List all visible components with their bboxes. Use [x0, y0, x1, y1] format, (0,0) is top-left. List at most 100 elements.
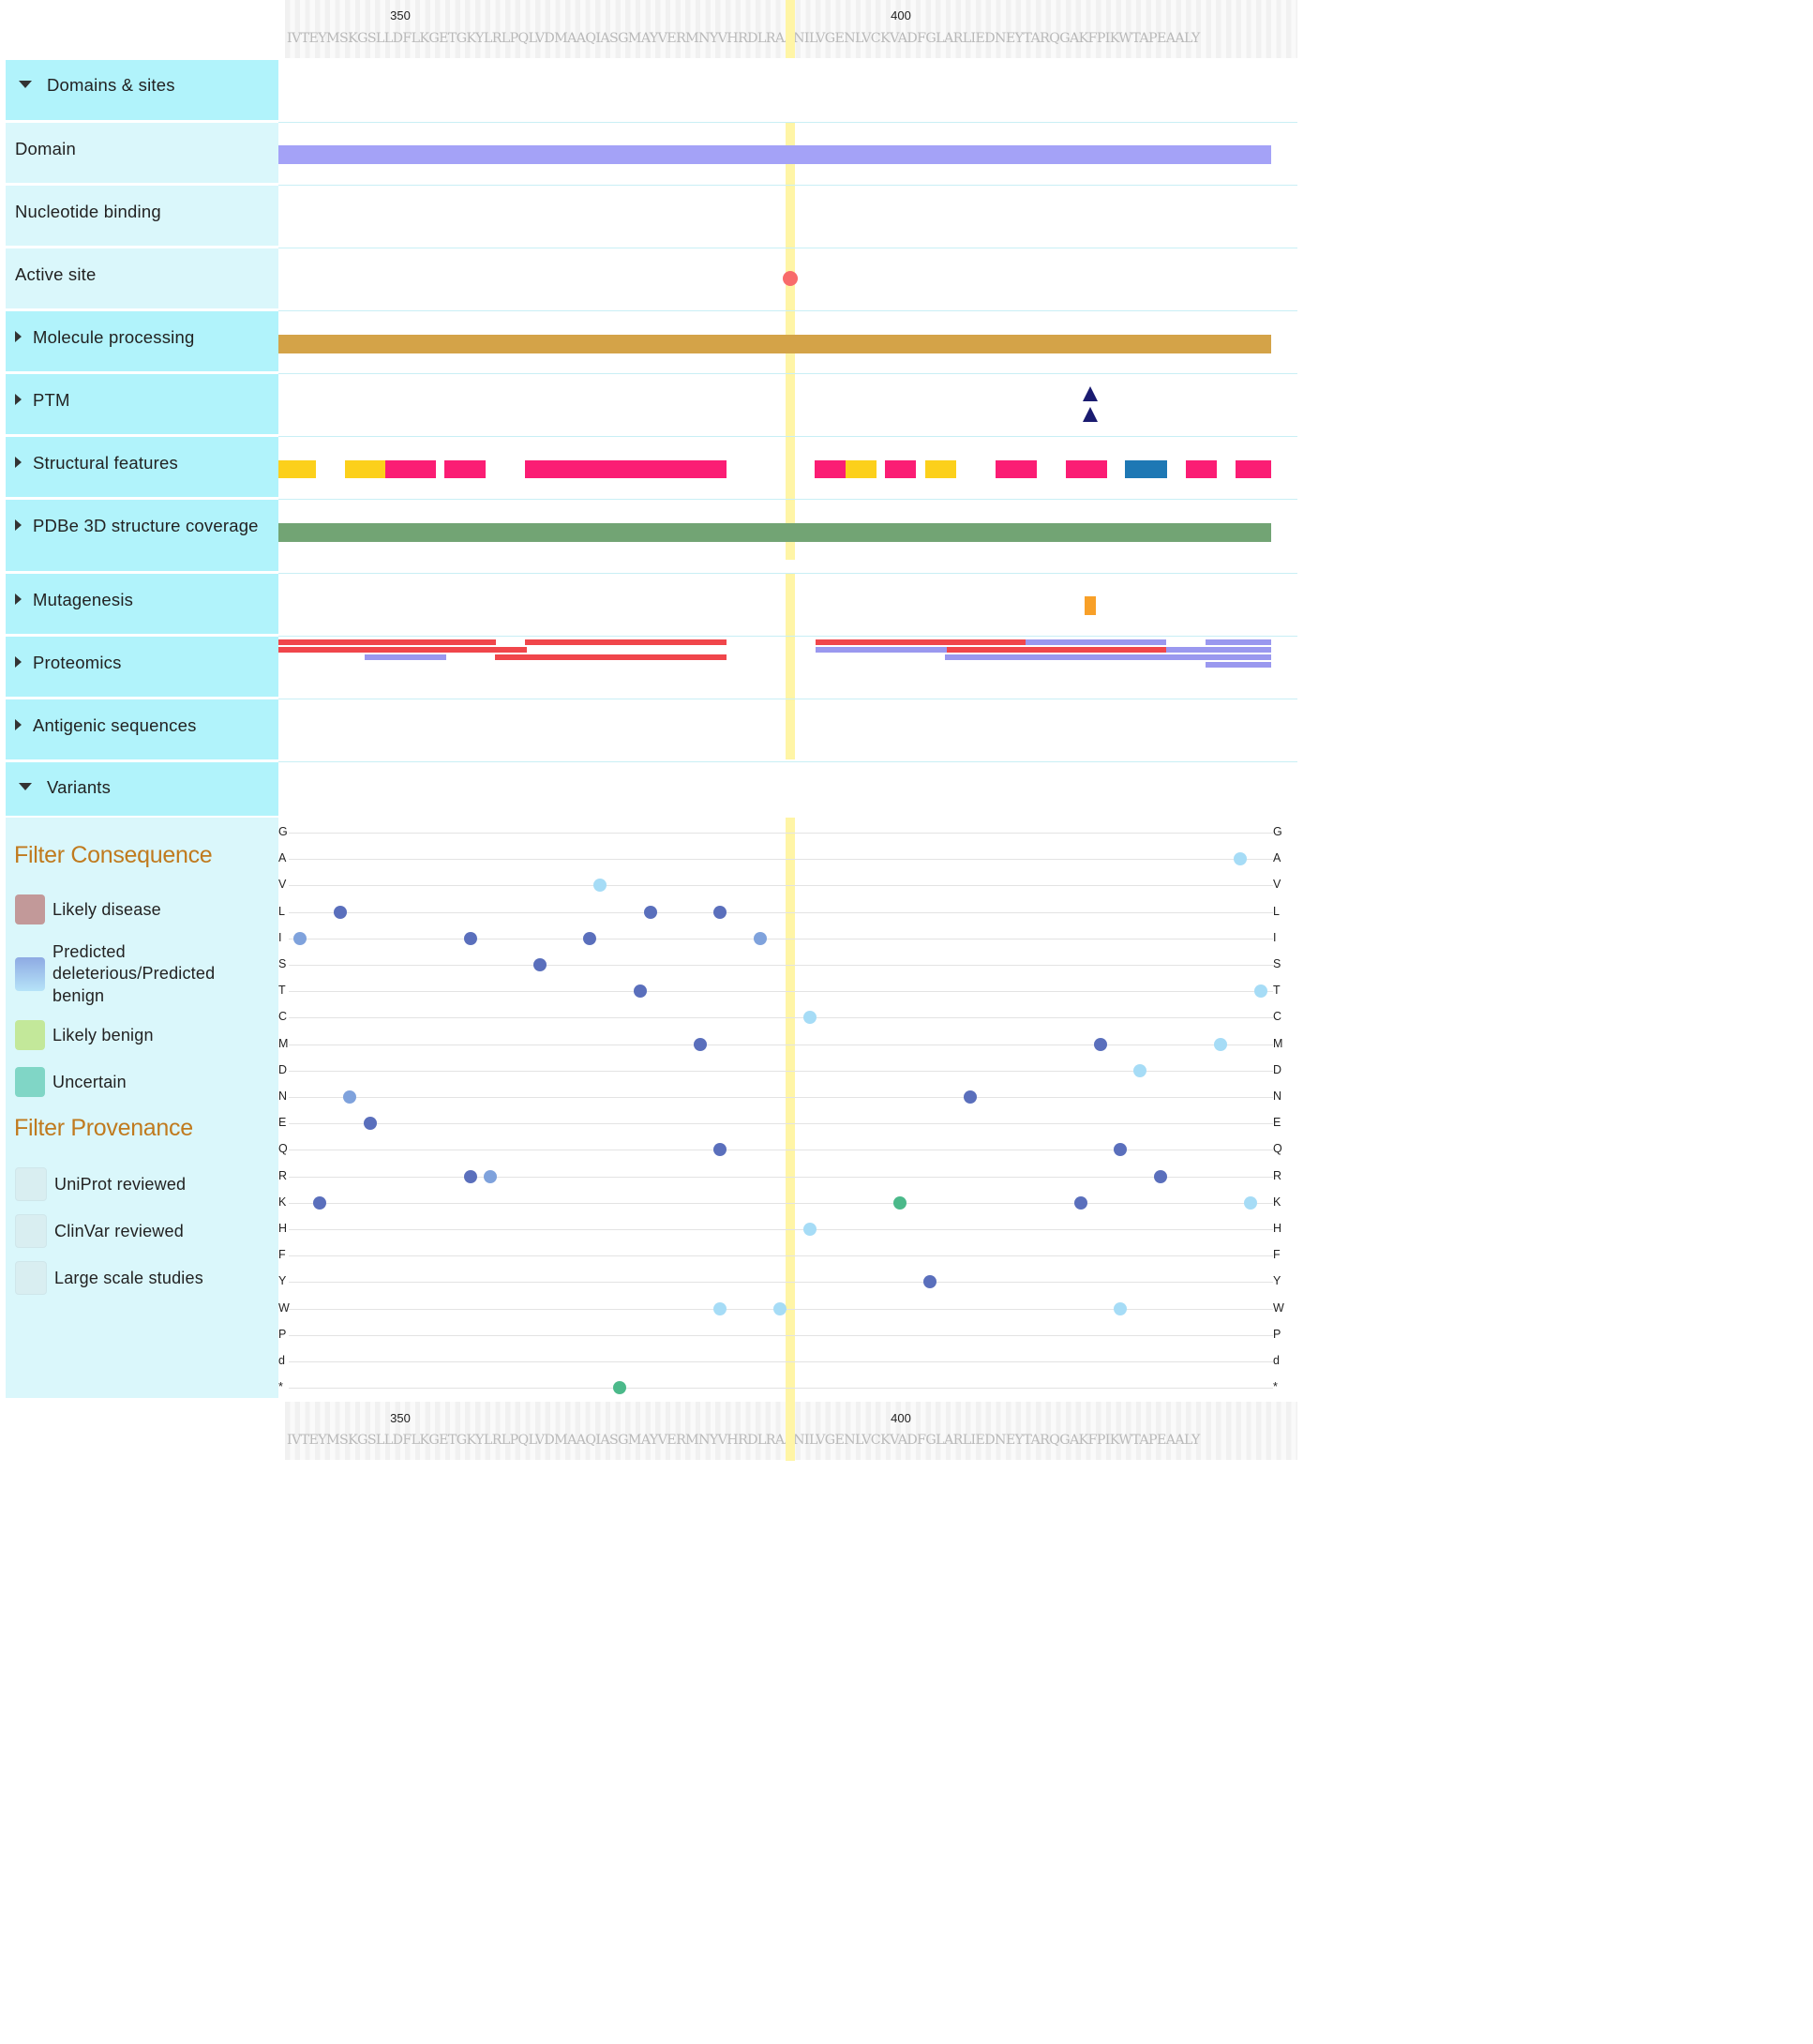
filter-uncertain[interactable]: Uncertain	[15, 1067, 268, 1097]
ptm-triangle-icon[interactable]	[1083, 386, 1098, 401]
variant-dot[interactable]	[533, 958, 547, 971]
variant-dot[interactable]	[1254, 984, 1267, 999]
variant-row-label-right: d	[1273, 1354, 1280, 1367]
filter-label: Likely benign	[52, 1025, 154, 1045]
helix-feature[interactable]	[385, 460, 436, 478]
variant-dot[interactable]	[713, 905, 727, 919]
variant-dot[interactable]	[713, 1143, 727, 1157]
variant-dot[interactable]	[1214, 1037, 1227, 1051]
active-site-marker[interactable]	[783, 271, 798, 286]
variant-row-label-right: N	[1273, 1090, 1282, 1103]
helix-feature[interactable]	[885, 460, 916, 478]
variant-dot[interactable]	[893, 1195, 906, 1210]
proteomics-peptide-nonunique[interactable]	[365, 654, 446, 660]
variant-dot[interactable]	[464, 931, 477, 945]
variant-dot[interactable]	[293, 931, 307, 945]
helix-feature[interactable]	[996, 460, 1037, 478]
helix-feature[interactable]	[1186, 460, 1217, 478]
variant-dot[interactable]	[1114, 1143, 1127, 1157]
variant-dot[interactable]	[644, 905, 657, 919]
helix-feature[interactable]	[815, 460, 846, 478]
category-antigenic[interactable]: Antigenic sequences	[6, 699, 278, 759]
molecule-processing-feature[interactable]	[278, 335, 1271, 353]
variant-dot[interactable]	[1074, 1195, 1087, 1210]
variant-row-line	[289, 1282, 1273, 1284]
variant-dot[interactable]	[593, 879, 607, 893]
filter-clinvar-reviewed[interactable]: ClinVar reviewed	[15, 1214, 268, 1248]
proteomics-peptide-nonunique[interactable]	[1026, 639, 1166, 645]
helix-feature[interactable]	[1236, 460, 1271, 478]
turn-feature[interactable]	[1125, 460, 1167, 478]
variant-dot[interactable]	[964, 1090, 977, 1104]
caret-right-icon	[15, 519, 22, 532]
filters-panel: Filter Consequence Likely disease Predic…	[6, 818, 278, 1398]
filter-likely-disease[interactable]: Likely disease	[15, 894, 268, 924]
category-label: Proteomics	[33, 653, 122, 672]
variant-dot[interactable]	[634, 984, 647, 999]
variant-dot[interactable]	[803, 1223, 817, 1236]
variant-dot[interactable]	[613, 1381, 626, 1395]
category-pdbe[interactable]: PDBe 3D structure coverage	[6, 500, 278, 571]
variant-dot[interactable]	[803, 1011, 817, 1025]
proteomics-peptide-unique[interactable]	[947, 647, 1166, 653]
variant-dot[interactable]	[1244, 1195, 1257, 1210]
variant-dot[interactable]	[464, 1169, 477, 1183]
variant-dot[interactable]	[754, 931, 767, 945]
filter-large-scale[interactable]: Large scale studies	[15, 1261, 268, 1295]
strand-feature[interactable]	[278, 460, 316, 478]
helix-feature[interactable]	[444, 460, 486, 478]
variant-dot[interactable]	[583, 931, 596, 945]
proteomics-peptide-unique[interactable]	[525, 639, 727, 645]
strand-feature[interactable]	[846, 460, 877, 478]
strand-feature[interactable]	[925, 460, 956, 478]
proteomics-peptide-nonunique[interactable]	[816, 647, 947, 653]
variant-row-label-left: *	[278, 1380, 283, 1394]
category-mutagenesis[interactable]: Mutagenesis	[6, 574, 278, 634]
category-domains-sites[interactable]: Domains & sites	[6, 60, 278, 120]
variant-dot[interactable]	[1133, 1063, 1146, 1077]
variant-dot[interactable]	[713, 1301, 727, 1315]
variant-row-label-right: V	[1273, 878, 1281, 892]
category-ptm[interactable]: PTM	[6, 374, 278, 434]
variant-dot[interactable]	[1114, 1301, 1127, 1315]
filter-uniprot-reviewed[interactable]: UniProt reviewed	[15, 1167, 268, 1201]
pdbe-coverage-feature[interactable]	[278, 523, 1271, 542]
track-domain[interactable]: Domain	[6, 123, 278, 183]
category-variants[interactable]: Variants	[6, 762, 278, 816]
ptm-triangle-icon[interactable]	[1083, 407, 1098, 422]
variant-dot[interactable]	[313, 1195, 326, 1210]
domain-feature[interactable]	[278, 145, 1271, 164]
variant-dot[interactable]	[343, 1090, 356, 1104]
track-nucleotide-binding[interactable]: Nucleotide binding	[6, 186, 278, 246]
variant-dot[interactable]	[364, 1117, 377, 1131]
category-proteomics[interactable]: Proteomics	[6, 637, 278, 697]
track-active-site[interactable]: Active site	[6, 248, 278, 308]
proteomics-peptide-unique[interactable]	[278, 639, 496, 645]
variant-dot[interactable]	[773, 1301, 787, 1315]
category-label: Mutagenesis	[33, 590, 134, 609]
proteomics-peptide-unique[interactable]	[278, 647, 527, 653]
uniprot-swatch	[15, 1167, 47, 1201]
strand-feature[interactable]	[345, 460, 385, 478]
category-structural-features[interactable]: Structural features	[6, 437, 278, 497]
proteomics-peptide-unique[interactable]	[816, 639, 1026, 645]
row-divider	[278, 436, 1297, 437]
variant-dot[interactable]	[334, 905, 347, 919]
variant-dot[interactable]	[1234, 852, 1247, 866]
filter-likely-benign[interactable]: Likely benign	[15, 1020, 268, 1050]
filter-predicted[interactable]: Predicted deleterious/Predicted benign	[15, 941, 268, 1007]
mutagenesis-feature[interactable]	[1085, 596, 1096, 615]
category-molecule-processing[interactable]: Molecule processing	[6, 311, 278, 371]
variant-dot[interactable]	[1094, 1037, 1107, 1051]
helix-feature[interactable]	[1066, 460, 1107, 478]
proteomics-peptide-nonunique[interactable]	[945, 654, 1271, 660]
variant-dot[interactable]	[694, 1037, 707, 1051]
proteomics-peptide-unique[interactable]	[495, 654, 727, 660]
variant-dot[interactable]	[484, 1169, 497, 1183]
proteomics-peptide-nonunique[interactable]	[1206, 662, 1271, 668]
proteomics-peptide-nonunique[interactable]	[1166, 647, 1271, 653]
helix-feature[interactable]	[525, 460, 727, 478]
variant-dot[interactable]	[1154, 1169, 1167, 1183]
variant-dot[interactable]	[923, 1275, 936, 1289]
proteomics-peptide-nonunique[interactable]	[1206, 639, 1271, 645]
